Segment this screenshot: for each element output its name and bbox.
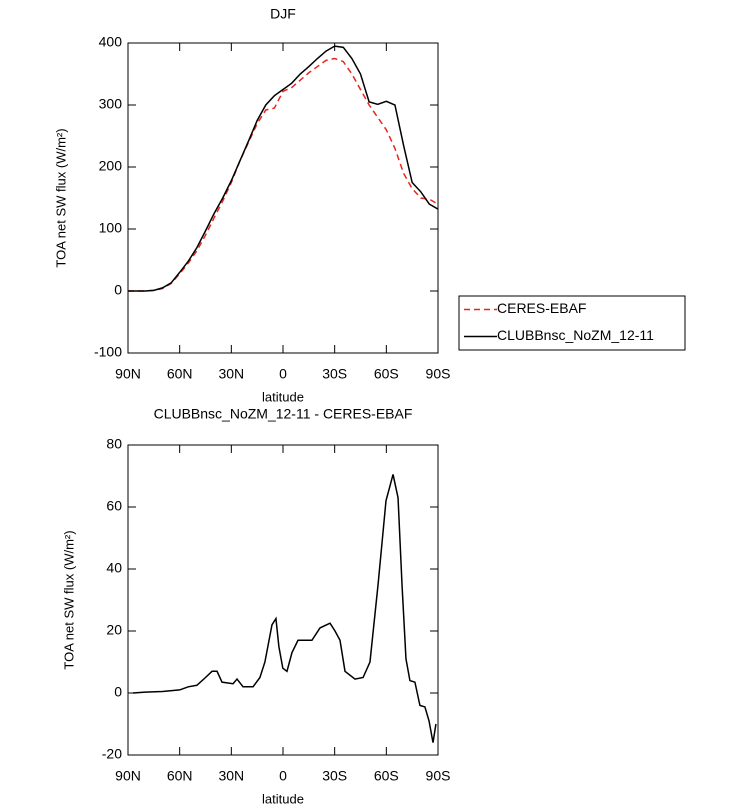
y-tick-label: 80 bbox=[106, 436, 122, 452]
y-tick-label: 0 bbox=[114, 282, 122, 298]
y-tick-label: 40 bbox=[106, 560, 122, 576]
data-line bbox=[132, 474, 437, 743]
y-tick-label: -100 bbox=[94, 344, 122, 360]
y-axis-label: TOA net SW flux (W/m²) bbox=[61, 530, 76, 669]
chart-title: CLUBBnsc_NoZM_12-11 - CERES-EBAF bbox=[154, 406, 413, 422]
x-tick-label: 60N bbox=[167, 768, 193, 784]
legend-box bbox=[458, 295, 686, 351]
y-tick-label: 20 bbox=[106, 622, 122, 638]
y-tick-label: 0 bbox=[114, 684, 122, 700]
x-tick-label: 30N bbox=[218, 366, 244, 382]
chart-title: DJF bbox=[270, 6, 296, 22]
legend-label: CERES-EBAF bbox=[497, 300, 586, 316]
y-axis-label: TOA net SW flux (W/m²) bbox=[53, 128, 68, 267]
plot-frame bbox=[127, 444, 439, 756]
y-tick-label: 400 bbox=[99, 34, 123, 50]
x-tick-label: 30S bbox=[322, 768, 347, 784]
legend-label: CLUBBnsc_NoZM_12-11 bbox=[497, 327, 654, 343]
x-tick-label: 30N bbox=[218, 768, 244, 784]
x-tick-label: 90N bbox=[115, 366, 141, 382]
data-line bbox=[128, 57, 439, 292]
x-tick-label: 30S bbox=[322, 366, 347, 382]
data-line bbox=[128, 45, 439, 292]
x-tick-label: 60S bbox=[374, 768, 399, 784]
x-tick-label: 90N bbox=[115, 768, 141, 784]
x-tick-label: 0 bbox=[279, 366, 287, 382]
x-tick-label: 90S bbox=[426, 366, 451, 382]
y-tick-label: 60 bbox=[106, 498, 122, 514]
x-axis-label: latitude bbox=[262, 389, 304, 404]
x-axis-label: latitude bbox=[262, 791, 304, 806]
y-tick-label: -20 bbox=[102, 746, 122, 762]
y-tick-label: 200 bbox=[99, 158, 123, 174]
x-tick-label: 90S bbox=[426, 768, 451, 784]
y-tick-label: 100 bbox=[99, 220, 123, 236]
y-tick-label: 300 bbox=[99, 96, 123, 112]
x-tick-label: 60N bbox=[167, 366, 193, 382]
x-tick-label: 60S bbox=[374, 366, 399, 382]
x-tick-label: 0 bbox=[279, 768, 287, 784]
